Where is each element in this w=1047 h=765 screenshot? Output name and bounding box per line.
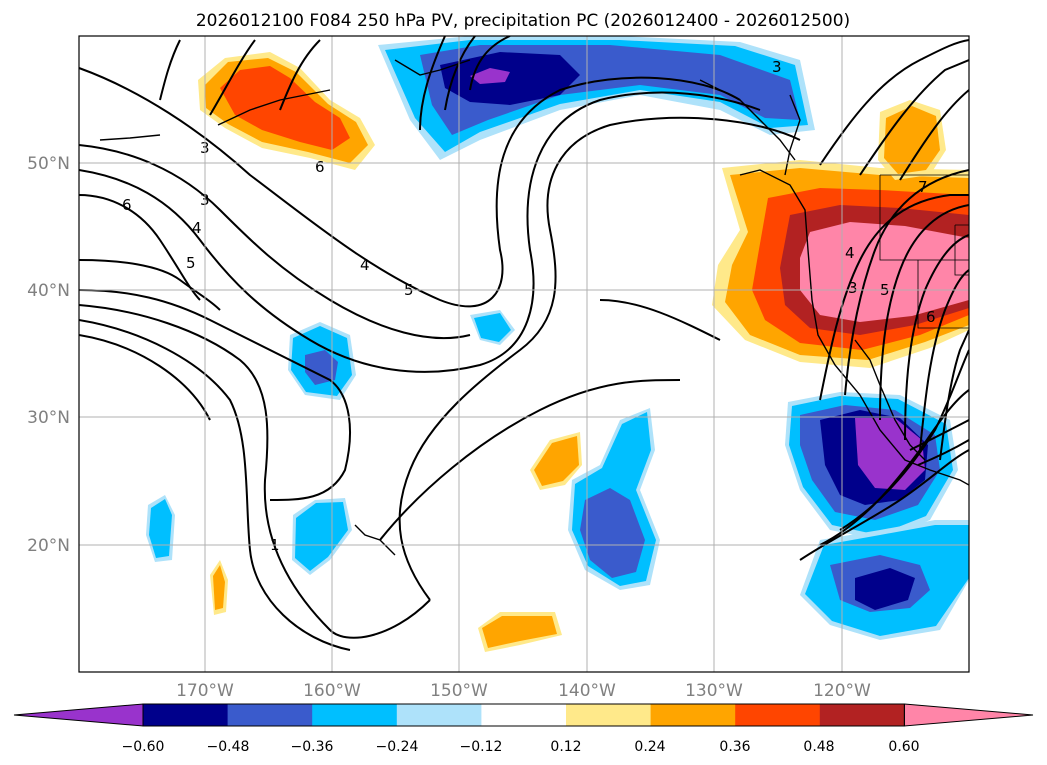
colorbar-tick: 0.24 (634, 739, 665, 755)
contour-label: 5 (186, 254, 196, 272)
colorbar-tick: −0.24 (376, 739, 419, 755)
colorbar-tick-labels: −0.60 −0.48 −0.36 −0.24 −0.12 0.12 0.24 … (122, 739, 920, 755)
lon-label-120w: 120°W (813, 681, 871, 701)
contour-label: 6 (315, 158, 325, 176)
lon-label-170w: 170°W (176, 681, 234, 701)
lon-label-130w: 130°W (685, 681, 743, 701)
colorbar-segment (819, 704, 905, 726)
colorbar-extend-high (903, 703, 1034, 727)
pv-contours (79, 36, 969, 651)
colorbar-tick: 0.36 (719, 739, 750, 755)
colorbar-tick: 0.60 (888, 739, 919, 755)
lat-label-20n: 20°N (27, 536, 70, 556)
lat-label-30n: 30°N (27, 408, 70, 428)
positive-precip-canada (878, 100, 946, 180)
colorbar-tick: 0.48 (803, 739, 834, 755)
colorbar-segment (143, 704, 229, 726)
lon-label-140w: 140°W (558, 681, 616, 701)
positive-precip-aleutian (198, 52, 375, 170)
colorbar-segment (396, 704, 482, 726)
colorbar-segment (227, 704, 313, 726)
contour-label: 4 (192, 219, 202, 237)
negative-precip-gulf-alaska (378, 36, 815, 160)
negative-precip-small (146, 310, 515, 575)
lat-label-40n: 40°N (27, 281, 70, 301)
colorbar-segment (566, 704, 652, 726)
negative-precip-central-pacific (568, 408, 660, 590)
colorbar-tick: −0.60 (122, 739, 165, 755)
contour-label: 3 (772, 58, 782, 76)
contour-label: 7 (918, 178, 928, 196)
colorbar (13, 703, 1034, 727)
colorbar-outline (142, 703, 905, 727)
map-title: 2026012100 F084 250 hPa PV, precipitatio… (196, 11, 850, 31)
colorbar-segment (735, 704, 821, 726)
contour-label: 6 (926, 308, 936, 326)
state-borders (879, 174, 969, 329)
latitude-labels: 50°N 40°N 30°N 20°N (27, 154, 70, 556)
positive-precip-small (210, 432, 582, 652)
colorbar-segment (481, 704, 567, 726)
longitude-labels: 170°W 160°W 150°W 140°W 130°W 120°W (176, 681, 871, 701)
positive-precip-west-us (712, 160, 969, 368)
lon-label-150w: 150°W (430, 681, 488, 701)
colorbar-tick: −0.36 (291, 739, 334, 755)
lon-label-160w: 160°W (303, 681, 361, 701)
map-frame (78, 35, 970, 673)
colorbar-tick: 0.12 (550, 739, 581, 755)
contour-label: 3 (848, 279, 858, 297)
colorbar-extend-low (13, 703, 144, 727)
contour-label: 4 (360, 256, 370, 274)
colorbar-segment (312, 704, 398, 726)
lat-label-50n: 50°N (27, 154, 70, 174)
contour-label: 4 (845, 244, 855, 262)
colorbar-segment (650, 704, 736, 726)
gridlines (79, 36, 969, 672)
colorbar-tick: −0.48 (207, 739, 250, 755)
negative-precip-mexico (800, 520, 969, 640)
contour-label: 6 (122, 196, 132, 214)
colorbar-tick: −0.12 (460, 739, 503, 755)
negative-precip-baja (785, 392, 958, 540)
